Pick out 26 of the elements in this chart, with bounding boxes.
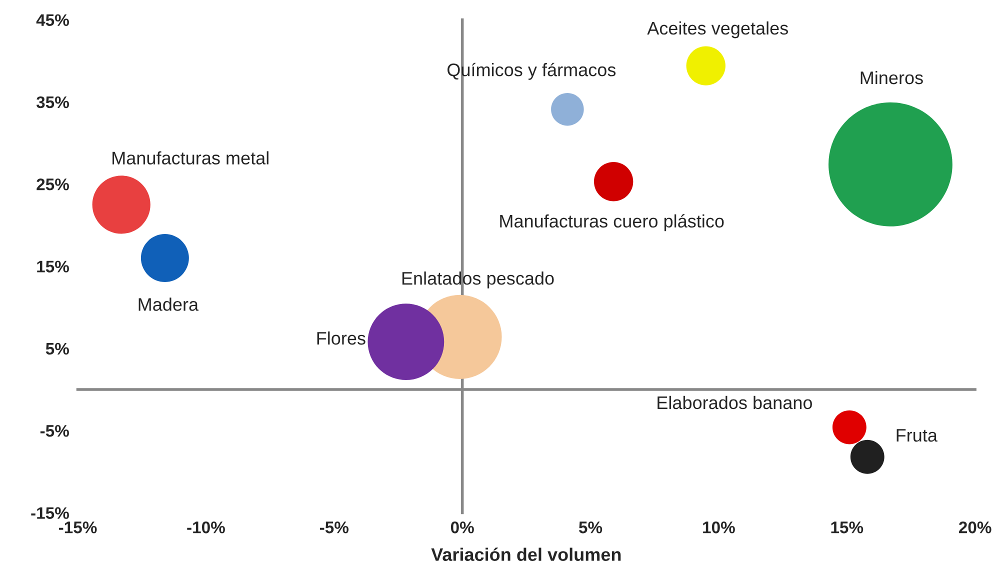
x-tick-label: 0% [450, 522, 474, 534]
x-tick-label: 15% [831, 522, 864, 534]
x-tick-label: -5% [320, 522, 349, 534]
annotation: Elaborados banano [658, 396, 812, 410]
annotation: Enlatados pescado [402, 272, 554, 288]
y-tick-label: 15% [37, 260, 69, 272]
y-tick-label: 35% [36, 96, 69, 108]
y-tick-label: 5% [46, 342, 69, 355]
annotation: Químicos y fármacos [448, 62, 616, 80]
annotation: Manufacturas cuero plástico [500, 214, 724, 232]
x-tick-label: 5% [578, 522, 602, 534]
annotation: Flores [317, 331, 366, 345]
x-tick-label: 20% [958, 522, 992, 534]
y-tick-label: 45% [36, 14, 69, 26]
x-tick-label: 10% [703, 522, 735, 534]
annotation: Manufacturas metal [112, 151, 268, 164]
y-tick-label: -15% [31, 507, 69, 519]
x-axis-title: Variación del volumen [431, 548, 621, 561]
annotation: Mineros [860, 70, 923, 84]
x-tick-label: -15% [58, 522, 97, 534]
annotation: Fruta [896, 429, 938, 442]
y-tick-label: -5% [40, 425, 69, 437]
y-tick-label: 25% [36, 178, 69, 190]
annotation: Madera [138, 298, 199, 311]
annotation: Aceites vegetales [647, 21, 788, 38]
x-tick-label: -10% [187, 522, 225, 534]
